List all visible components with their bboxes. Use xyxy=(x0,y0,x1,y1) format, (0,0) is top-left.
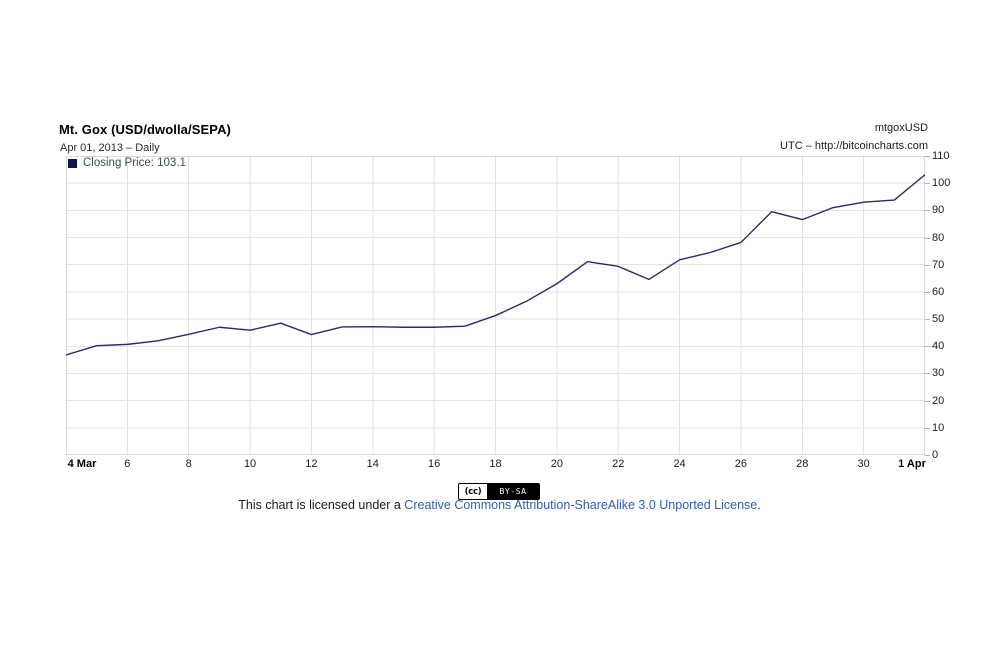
license-notice: This chart is licensed under a Creative … xyxy=(0,498,999,512)
y-axis-tick-label: 30 xyxy=(932,367,945,380)
y-axis-tick-mark xyxy=(925,319,930,321)
y-axis-tick-mark xyxy=(925,237,930,239)
y-axis-tick-mark xyxy=(925,156,930,157)
y-axis-tick-label: 40 xyxy=(932,340,945,353)
y-axis-tick-label: 60 xyxy=(932,285,945,298)
y-axis-tick-label: 10 xyxy=(932,421,945,434)
y-axis-tick-mark xyxy=(925,210,930,212)
x-axis-tick-label: 16 xyxy=(428,458,441,470)
x-axis-tick-label: 20 xyxy=(550,458,563,470)
x-axis-tick-label: 8 xyxy=(185,458,192,470)
x-axis-tick-label: 6 xyxy=(124,458,131,470)
x-axis-tick-label: 12 xyxy=(305,458,318,470)
legend-series-label: Closing Price: 103.1 xyxy=(83,157,186,169)
y-axis-tick-label: 100 xyxy=(932,177,951,190)
chart-legend: Closing Price: 103.1 xyxy=(68,157,186,169)
creative-commons-badge[interactable]: (cc) BY-SA xyxy=(458,483,540,500)
y-axis-tick-label: 110 xyxy=(932,150,950,162)
price-line-plot xyxy=(66,156,925,455)
cc-logo-icon: (cc) xyxy=(459,484,487,499)
license-link[interactable]: Creative Commons Attribution-ShareAlike … xyxy=(404,498,758,512)
license-suffix-text: . xyxy=(757,498,761,512)
y-axis-tick-mark xyxy=(925,455,930,456)
grid-lines xyxy=(66,156,925,455)
y-axis-tick-label: 0 xyxy=(932,449,939,461)
x-axis-tick-label: 30 xyxy=(857,458,870,470)
y-axis-tick-mark xyxy=(925,291,930,293)
x-axis-tick-label: 28 xyxy=(796,458,809,470)
closing-price-line xyxy=(66,174,925,356)
plot-area xyxy=(66,156,925,455)
y-axis-tick-mark xyxy=(925,346,930,348)
y-axis-tick-label: 20 xyxy=(932,394,945,407)
x-axis-tick-label: 14 xyxy=(366,458,379,470)
y-axis-tick-mark xyxy=(925,264,930,266)
source-label: UTC – http://bitcoincharts.com xyxy=(780,140,928,152)
license-prefix-text: This chart is licensed under a xyxy=(238,498,405,512)
x-axis-tick-label: 18 xyxy=(489,458,502,470)
y-axis-tick-label: 80 xyxy=(932,231,945,244)
x-axis-tick-label: 24 xyxy=(673,458,686,470)
x-axis-tick-label: 22 xyxy=(612,458,625,470)
y-axis-tick-label: 90 xyxy=(932,204,945,217)
y-axis-tick-label: 50 xyxy=(932,313,945,326)
y-axis-tick-mark xyxy=(925,427,930,429)
chart-subtitle: Apr 01, 2013 – Daily xyxy=(60,142,160,154)
legend-swatch-icon xyxy=(68,158,77,168)
y-axis-tick-mark xyxy=(925,373,930,375)
cc-terms-label: BY-SA xyxy=(499,487,527,496)
y-axis-tick-mark xyxy=(925,400,930,402)
x-axis-tick-label: 10 xyxy=(243,458,257,470)
y-axis-tick-label: 70 xyxy=(932,258,945,271)
x-axis-tick-label: 1 Apr xyxy=(898,458,926,470)
page-title: Mt. Gox (USD/dwolla/SEPA) xyxy=(59,122,231,137)
symbol-label: mtgoxUSD xyxy=(874,122,928,134)
x-axis-tick-label: 26 xyxy=(734,458,748,470)
y-axis-tick-mark xyxy=(925,183,930,185)
x-axis-tick-label: 4 Mar xyxy=(67,458,97,470)
